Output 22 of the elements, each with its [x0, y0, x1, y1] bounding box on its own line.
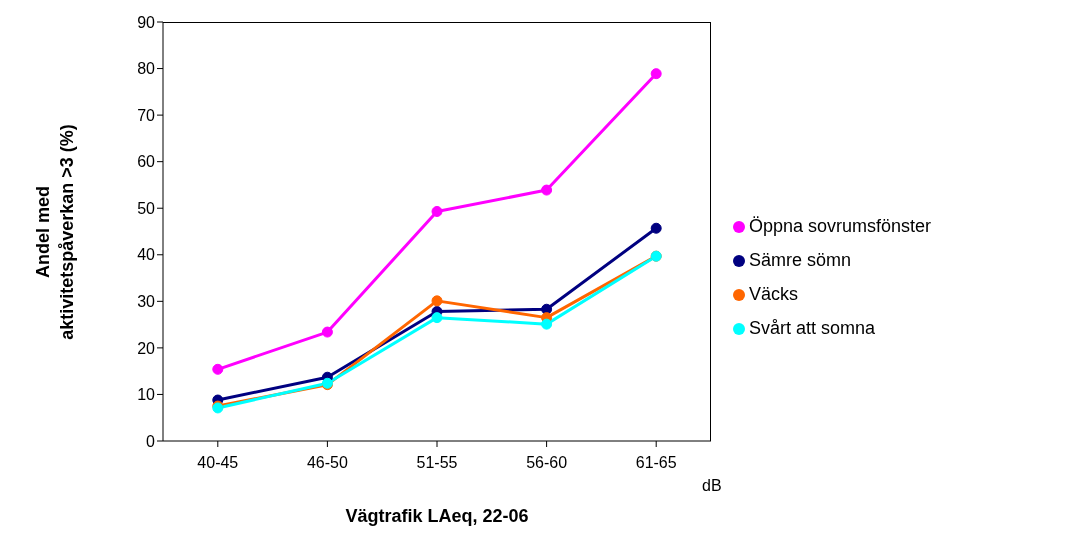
y-tick-label: 70 [137, 106, 156, 124]
y-tick-label: 50 [137, 199, 156, 217]
y-tick-label: 10 [137, 386, 156, 404]
x-tick-label: 61-65 [635, 454, 677, 472]
y-tick-label: 0 [146, 432, 156, 450]
x-tick-label: 40-45 [197, 454, 239, 472]
y-tick-label: 60 [137, 153, 156, 171]
y-tick-label: 80 [137, 60, 156, 78]
y-tick-label: 90 [137, 13, 156, 31]
legend-label: Sämre sömn [749, 249, 852, 270]
text: dB [702, 477, 722, 495]
x-tick-label: 51-55 [416, 454, 458, 472]
legend-label: Väcks [749, 283, 799, 304]
x-tick-label: 56-60 [526, 454, 568, 472]
legend-label: Öppna sovrumsfönster [749, 215, 932, 236]
x-tick-label: 46-50 [306, 454, 348, 472]
legend-label: Svårt att somna [749, 317, 876, 338]
x-axis-title: Vägtrafik LAeq, 22-06 [344, 506, 530, 527]
y-tick-label: 20 [137, 339, 156, 357]
y-axis-title: Andel med aktivitetspåverkan >3 (%) [32, 123, 78, 340]
y-tick-label: 30 [137, 293, 156, 311]
y-tick-label: 40 [137, 246, 156, 264]
